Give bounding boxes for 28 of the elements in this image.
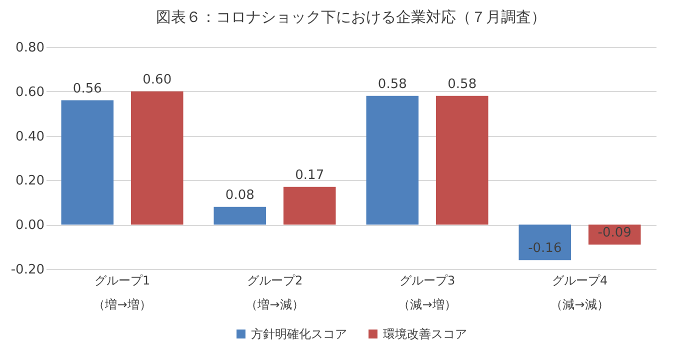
data-label: -0.09: [598, 226, 632, 241]
chart-title: 図表６：コロナショック下における企業対応（７月調査）: [156, 8, 546, 26]
bar: [130, 91, 184, 225]
data-label: -0.16: [528, 241, 562, 256]
x-tick-label: グループ2 （増→減）: [246, 274, 304, 312]
y-tick-label: 0.00: [16, 218, 44, 234]
y-tick-label: -0.20: [10, 262, 44, 278]
data-label: 0.58: [378, 76, 407, 92]
data-label: 0.56: [72, 81, 102, 96]
data-label: 0.17: [295, 168, 324, 183]
bar: [518, 224, 572, 260]
y-tick-label: 0.20: [16, 174, 44, 189]
data-label: 0.60: [142, 72, 172, 88]
x-tick-label: グループ1 （増→増）: [93, 274, 152, 312]
data-label: 0.08: [225, 188, 254, 203]
y-tick-label: 0.60: [16, 84, 44, 100]
bar: [214, 206, 266, 225]
legend-label: 方針明確化スコア: [251, 327, 347, 341]
x-tick-label: グループ4 （減→減）: [550, 274, 609, 312]
data-label: 0.58: [448, 76, 477, 92]
bar: [366, 96, 419, 225]
y-tick-label: 0.80: [16, 40, 44, 56]
bar: [436, 96, 488, 225]
x-tick-label: グループ3 （減→増）: [398, 274, 456, 312]
y-tick-label: 0.40: [16, 129, 44, 144]
legend-label: 環境改善スコア: [383, 327, 467, 341]
bar: [283, 186, 336, 225]
bar: [61, 100, 114, 225]
